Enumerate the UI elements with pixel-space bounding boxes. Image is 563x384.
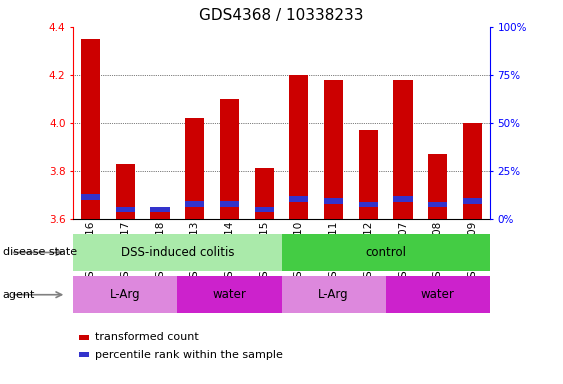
Text: DSS-induced colitis: DSS-induced colitis [120,246,234,259]
Bar [359,130,378,219]
Bar [81,39,100,219]
Bar [73,234,282,271]
Bar [81,194,100,200]
Bar [73,276,177,313]
Bar [359,202,378,207]
Bar [386,276,490,313]
Text: agent: agent [3,290,35,300]
Bar [428,202,447,207]
Bar [177,276,282,313]
Bar [289,75,309,219]
Bar [185,118,204,219]
Bar [428,154,447,219]
Text: water: water [421,288,455,301]
Text: water: water [212,288,247,301]
Bar [324,80,343,219]
Bar [150,212,169,219]
Text: L-Arg: L-Arg [318,288,349,301]
Bar [185,201,204,207]
Text: L-Arg: L-Arg [110,288,141,301]
Bar [463,123,482,219]
Text: control: control [365,246,406,259]
Text: disease state: disease state [3,247,77,258]
Bar [463,199,482,204]
Bar [394,80,413,219]
Bar [282,276,386,313]
Text: transformed count: transformed count [95,333,198,343]
Bar [324,199,343,204]
Title: GDS4368 / 10338233: GDS4368 / 10338233 [199,8,364,23]
Bar [394,196,413,202]
Bar [150,207,169,212]
Bar [254,207,274,212]
Text: percentile rank within the sample: percentile rank within the sample [95,350,283,360]
Bar [220,99,239,219]
Bar [116,164,135,219]
Bar [220,201,239,207]
Bar [289,196,309,202]
Bar [282,234,490,271]
Bar [254,169,274,219]
Bar [116,207,135,212]
